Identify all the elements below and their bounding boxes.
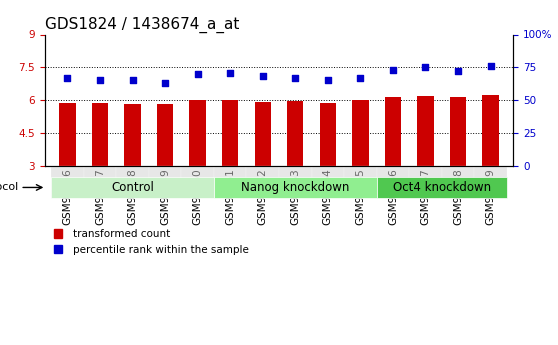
- FancyBboxPatch shape: [442, 166, 474, 198]
- FancyBboxPatch shape: [409, 166, 442, 198]
- Point: [161, 80, 170, 86]
- Point: [388, 67, 397, 73]
- Bar: [254, 102, 271, 166]
- FancyBboxPatch shape: [214, 166, 247, 198]
- Point: [291, 75, 300, 80]
- FancyBboxPatch shape: [279, 166, 311, 198]
- Point: [421, 65, 430, 70]
- FancyBboxPatch shape: [181, 166, 214, 198]
- FancyBboxPatch shape: [377, 177, 507, 198]
- FancyBboxPatch shape: [311, 166, 344, 198]
- Point: [486, 63, 495, 69]
- Point: [63, 75, 72, 80]
- FancyBboxPatch shape: [149, 166, 181, 198]
- Point: [193, 71, 202, 77]
- FancyBboxPatch shape: [474, 166, 507, 198]
- Bar: [450, 97, 466, 166]
- Bar: [190, 100, 206, 166]
- FancyBboxPatch shape: [84, 166, 116, 198]
- Point: [356, 75, 365, 80]
- FancyBboxPatch shape: [51, 166, 84, 198]
- Text: Control: Control: [111, 181, 154, 194]
- Bar: [352, 100, 368, 166]
- Bar: [59, 103, 75, 166]
- Bar: [157, 105, 173, 166]
- Point: [95, 78, 104, 83]
- Bar: [287, 101, 304, 166]
- Bar: [124, 104, 141, 166]
- Point: [225, 70, 235, 75]
- Text: GDS1824 / 1438674_a_at: GDS1824 / 1438674_a_at: [45, 17, 239, 33]
- Point: [454, 68, 463, 74]
- FancyBboxPatch shape: [214, 177, 377, 198]
- Text: Nanog knockdown: Nanog knockdown: [241, 181, 349, 194]
- Bar: [320, 103, 336, 166]
- Point: [324, 78, 333, 83]
- Bar: [222, 100, 238, 166]
- FancyBboxPatch shape: [377, 166, 409, 198]
- Bar: [385, 97, 401, 166]
- Bar: [483, 95, 499, 166]
- FancyBboxPatch shape: [116, 166, 149, 198]
- Text: Oct4 knockdown: Oct4 knockdown: [393, 181, 491, 194]
- Bar: [417, 96, 434, 166]
- FancyBboxPatch shape: [344, 166, 377, 198]
- Point: [128, 78, 137, 83]
- Legend: transformed count, percentile rank within the sample: transformed count, percentile rank withi…: [50, 225, 253, 259]
- FancyBboxPatch shape: [51, 177, 214, 198]
- Text: protocol: protocol: [0, 183, 18, 193]
- FancyBboxPatch shape: [247, 166, 279, 198]
- Bar: [92, 104, 108, 166]
- Point: [258, 74, 267, 79]
